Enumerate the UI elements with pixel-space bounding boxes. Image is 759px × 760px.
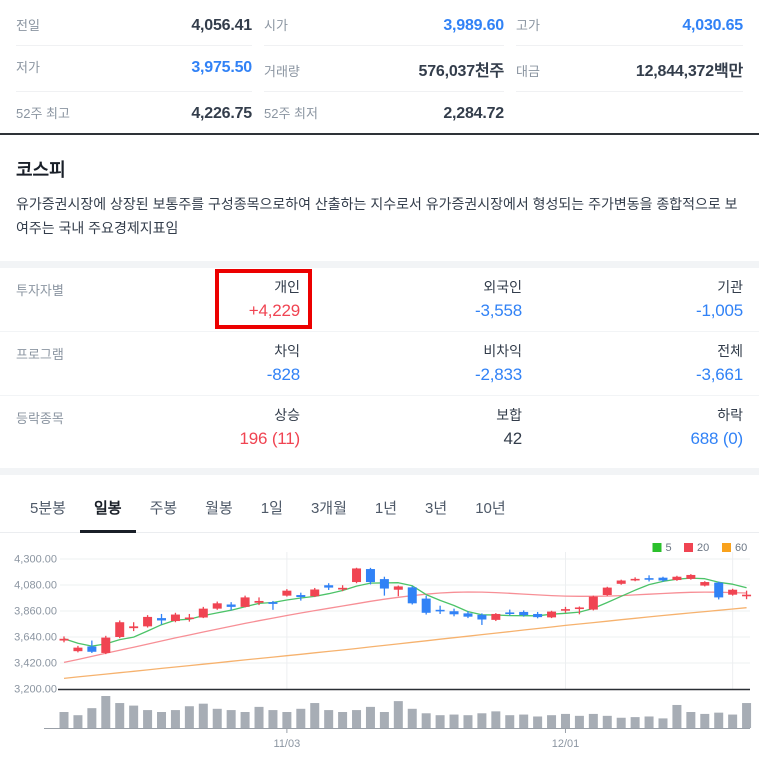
- cell-value: -3,558: [474, 301, 522, 321]
- tab-daily[interactable]: 일봉: [79, 484, 136, 534]
- stat-low: 저가 3,975.50: [16, 46, 252, 92]
- svg-text:11/03: 11/03: [274, 738, 301, 750]
- tab-1year[interactable]: 1년: [374, 500, 398, 518]
- stat-label: 저가: [16, 60, 40, 75]
- index-description-section: 코스피 유가증권시장에 상장된 보통주를 구성종목으로하여 산출하는 지수로서 …: [0, 135, 759, 240]
- section-divider: [0, 468, 759, 476]
- stat-label: 전일: [16, 18, 40, 33]
- table-row-investors: 투자자별 개인 +4,229 외국인 -3,558 기관 -1,005: [0, 268, 759, 333]
- stat-value: 4,056.41: [191, 17, 252, 34]
- summary-row: 저가 3,975.50 거래량 576,037천주 대금 12,844,372백…: [0, 46, 759, 92]
- tab-1day[interactable]: 1일: [260, 500, 283, 518]
- cell-value: 196 (11): [239, 429, 301, 449]
- cell-value: -2,833: [474, 365, 522, 385]
- stat-empty: [516, 92, 743, 133]
- svg-text:3,860.00: 3,860.00: [14, 606, 57, 618]
- stat-value: 4,226.75: [191, 105, 252, 122]
- stat-prev-close: 전일 4,056.41: [16, 4, 252, 46]
- summary-stats: 전일 4,056.41 시가 3,989.60 고가 4,030.65 저가 3…: [0, 0, 759, 135]
- stat-open: 시가 3,989.60: [264, 4, 504, 46]
- cell-arbitrage: 차익 -828: [148, 341, 300, 385]
- stat-value: 4,030.65: [682, 17, 743, 34]
- stat-52w-low: 52주 최저 2,284.72: [264, 92, 504, 133]
- candles: [59, 567, 752, 655]
- section-divider: [0, 261, 759, 269]
- cell-value: 688 (0): [690, 429, 744, 449]
- cell-name: 보합: [496, 407, 522, 424]
- volume-bars: [59, 696, 752, 729]
- tab-5min[interactable]: 5분봉: [30, 500, 66, 518]
- summary-row: 전일 4,056.41 시가 3,989.60 고가 4,030.65: [0, 4, 759, 46]
- chart-period-tabs: 5분봉 일봉 주봉 월봉 1일 3개월 1년 3년 10년: [0, 484, 759, 534]
- cell-value: +4,229: [248, 301, 300, 321]
- cell-unchanged: 보합 42: [312, 405, 522, 449]
- tab-10year[interactable]: 10년: [475, 500, 506, 518]
- svg-text:12/01: 12/01: [552, 738, 580, 750]
- cell-value: -3,661: [695, 365, 743, 385]
- stat-high: 고가 4,030.65: [516, 4, 743, 46]
- stat-volume: 거래량 576,037천주: [264, 46, 504, 92]
- stat-value: 3,975.50: [191, 59, 252, 76]
- cell-individual: 개인 +4,229: [148, 269, 312, 330]
- stat-value: 576,037천주: [418, 63, 505, 80]
- summary-row: 52주 최고 4,226.75 52주 최저 2,284.72: [0, 92, 759, 133]
- stat-amount: 대금 12,844,372백만: [516, 46, 743, 92]
- stat-value: 12,844,372백만: [635, 63, 743, 80]
- stat-label: 52주 최고: [16, 106, 70, 121]
- cell-name: 하락: [717, 407, 743, 424]
- cell-name: 상승: [274, 407, 300, 424]
- cell-name: 전체: [717, 343, 743, 360]
- cell-value: -828: [266, 365, 300, 385]
- svg-text:3,420.00: 3,420.00: [14, 658, 57, 670]
- cell-foreigner: 외국인 -3,558: [312, 277, 522, 321]
- stat-label: 고가: [516, 18, 540, 33]
- cell-advancing: 상승 196 (11): [148, 405, 301, 449]
- candlestick-chart[interactable]: 4,300.00 4,080.00 3,860.00 3,640.00 3,420.00…: [0, 539, 759, 760]
- stat-52w-high: 52주 최고 4,226.75: [16, 92, 252, 133]
- cell-name: 기관: [717, 279, 743, 296]
- index-description: 유가증권시장에 상장된 보통주를 구성종목으로하여 산출하는 지수로서 유가증권…: [16, 196, 738, 236]
- investor-table: 투자자별 개인 +4,229 외국인 -3,558 기관 -1,005 프로그램…: [0, 268, 759, 459]
- cell-name: 비차익: [483, 343, 522, 360]
- stat-label: 대금: [516, 64, 540, 79]
- stat-value: 3,989.60: [443, 17, 504, 34]
- table-row-program: 프로그램 차익 -828 비차익 -2,833 전체 -3,661: [0, 332, 759, 397]
- tab-3year[interactable]: 3년: [425, 500, 448, 518]
- svg-text:4,300.00: 4,300.00: [14, 554, 57, 566]
- tab-weekly[interactable]: 주봉: [149, 500, 178, 518]
- stat-label: 시가: [264, 18, 288, 33]
- cell-institution: 기관 -1,005: [534, 277, 743, 321]
- row-label: 등락종목: [16, 411, 64, 427]
- stat-label: 52주 최저: [264, 106, 318, 121]
- stat-value: 2,284.72: [443, 105, 504, 122]
- cell-declining: 하락 688 (0): [534, 405, 744, 449]
- cell-value: -1,005: [695, 301, 743, 321]
- cell-name: 개인: [274, 279, 300, 296]
- svg-text:60: 60: [735, 542, 747, 554]
- svg-text:20: 20: [697, 542, 709, 554]
- row-label: 투자자별: [16, 283, 64, 299]
- ma-legend: 60 20 5: [652, 542, 747, 554]
- cell-total: 전체 -3,661: [534, 341, 743, 385]
- tab-3month[interactable]: 3개월: [310, 500, 347, 518]
- svg-text:3,200.00: 3,200.00: [14, 684, 57, 696]
- cell-name: 차익: [274, 343, 300, 360]
- cell-value: 42: [503, 429, 522, 449]
- stat-label: 거래량: [264, 64, 300, 79]
- cell-name: 외국인: [483, 279, 522, 296]
- tab-monthly[interactable]: 월봉: [205, 500, 233, 518]
- candlestick-chart-svg[interactable]: 4,300.00 4,080.00 3,860.00 3,640.00 3,420.00…: [0, 539, 759, 755]
- svg-text:4,080.00: 4,080.00: [14, 580, 57, 592]
- page-title: 코스피: [16, 160, 66, 180]
- svg-text:5: 5: [666, 542, 672, 554]
- table-row-advance-decline: 등락종목 상승 196 (11) 보합 42 하락 688 (0): [0, 396, 759, 459]
- row-label: 프로그램: [16, 347, 64, 363]
- cell-non-arbitrage: 비차익 -2,833: [312, 341, 522, 385]
- svg-text:3,640.00: 3,640.00: [14, 632, 57, 644]
